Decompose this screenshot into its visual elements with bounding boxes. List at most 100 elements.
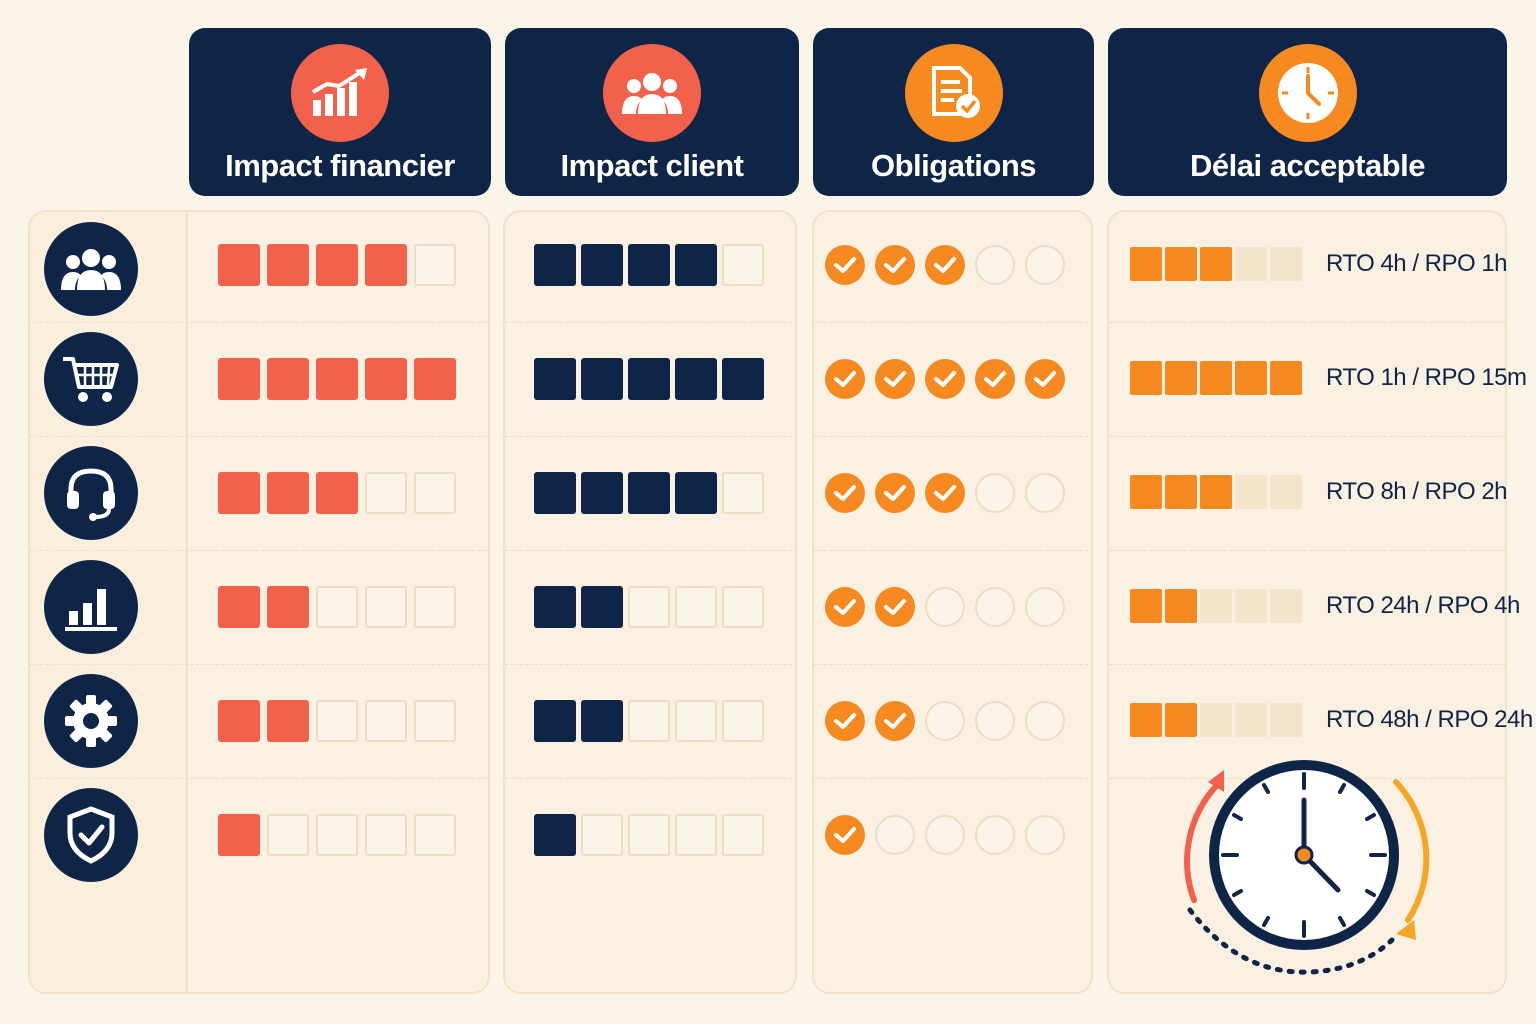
shopping-cart-icon xyxy=(44,332,138,426)
check-circle-icon xyxy=(875,359,915,399)
rto-rpo-label: RTO 48h / RPO 24h xyxy=(1326,706,1533,733)
row-divider xyxy=(30,436,490,437)
rating-square-financier xyxy=(267,244,309,286)
clock-icon xyxy=(1258,44,1357,142)
rating-square-client xyxy=(675,586,717,628)
header-title: Délai acceptable xyxy=(1190,148,1425,183)
rating-square-financier xyxy=(218,700,260,742)
time-bar-segment xyxy=(1235,361,1267,395)
empty-circle xyxy=(1025,245,1065,285)
time-bar-segment xyxy=(1200,247,1232,281)
rating-square-financier xyxy=(267,472,309,514)
rating-square-client xyxy=(722,358,764,400)
rating-square-financier xyxy=(414,814,456,856)
rto-rpo-label: RTO 4h / RPO 1h xyxy=(1326,250,1508,277)
row-divider xyxy=(1109,322,1507,323)
check-circle-icon xyxy=(875,587,915,627)
rating-square-financier xyxy=(414,700,456,742)
time-bar-segment xyxy=(1270,247,1302,281)
rto-rpo-label: RTO 24h / RPO 4h xyxy=(1326,592,1520,619)
rating-square-financier xyxy=(316,244,358,286)
header-impact-financier: Impact financier xyxy=(189,28,491,196)
rating-square-client xyxy=(675,472,717,514)
time-bar-segment xyxy=(1165,247,1197,281)
bar-chart-icon xyxy=(44,560,138,654)
rating-square-client xyxy=(722,700,764,742)
rating-square-client xyxy=(534,244,576,286)
check-circle-icon xyxy=(925,473,965,513)
row-divider xyxy=(505,664,797,665)
rating-square-financier xyxy=(365,472,407,514)
check-circle-icon xyxy=(1025,359,1065,399)
empty-circle xyxy=(1025,587,1065,627)
rating-square-client xyxy=(628,700,670,742)
row-divider xyxy=(505,778,797,779)
row-divider xyxy=(814,322,1093,323)
empty-circle xyxy=(975,245,1015,285)
rating-square-financier xyxy=(414,472,456,514)
row-divider xyxy=(30,664,490,665)
empty-circle xyxy=(1025,815,1065,855)
rating-square-financier xyxy=(414,586,456,628)
time-bar-segment xyxy=(1270,703,1302,737)
empty-circle xyxy=(975,701,1015,741)
rating-square-client xyxy=(581,586,623,628)
time-bar-segment xyxy=(1130,475,1162,509)
rating-square-client xyxy=(534,472,576,514)
row-divider xyxy=(814,778,1093,779)
rating-square-financier xyxy=(316,472,358,514)
rating-square-financier xyxy=(267,700,309,742)
rotating-clock-icon xyxy=(1184,760,1430,975)
empty-circle xyxy=(925,815,965,855)
rating-square-financier xyxy=(267,586,309,628)
users-group-icon xyxy=(603,44,701,142)
rating-square-client xyxy=(534,358,576,400)
empty-circle xyxy=(925,587,965,627)
row-divider xyxy=(505,550,797,551)
rating-square-financier xyxy=(218,358,260,400)
header-obligations: Obligations xyxy=(813,28,1094,196)
rating-square-financier xyxy=(267,814,309,856)
check-circle-icon xyxy=(925,245,965,285)
row-divider xyxy=(814,550,1093,551)
empty-circle xyxy=(1025,701,1065,741)
shield-check-icon xyxy=(44,788,138,882)
time-bar-segment xyxy=(1270,589,1302,623)
check-circle-icon xyxy=(825,359,865,399)
time-bar-segment xyxy=(1200,361,1232,395)
users-group-icon xyxy=(44,222,138,316)
time-bar-segment xyxy=(1270,475,1302,509)
rating-square-client xyxy=(581,472,623,514)
rating-square-financier xyxy=(218,586,260,628)
row-divider xyxy=(505,322,797,323)
check-circle-icon xyxy=(825,587,865,627)
rating-square-client xyxy=(722,586,764,628)
rating-square-financier xyxy=(365,814,407,856)
growth-chart-icon xyxy=(291,44,389,142)
check-circle-icon xyxy=(825,815,865,855)
headset-icon xyxy=(44,446,138,540)
header-impact-client: Impact client xyxy=(505,28,799,196)
rating-square-financier xyxy=(218,244,260,286)
row-divider xyxy=(30,322,490,323)
gear-icon xyxy=(44,674,138,768)
rating-square-client xyxy=(628,814,670,856)
empty-circle xyxy=(975,473,1015,513)
rating-square-financier xyxy=(365,700,407,742)
rating-square-client xyxy=(534,700,576,742)
check-circle-icon xyxy=(825,701,865,741)
time-bar-segment xyxy=(1200,589,1232,623)
rating-square-financier xyxy=(267,358,309,400)
row-divider xyxy=(505,436,797,437)
rto-rpo-label: RTO 8h / RPO 2h xyxy=(1326,478,1508,505)
row-divider xyxy=(30,778,490,779)
rating-square-financier xyxy=(218,814,260,856)
header-delai-acceptable: Délai acceptable xyxy=(1108,28,1507,196)
header-title: Impact client xyxy=(560,148,745,183)
rating-square-client xyxy=(581,244,623,286)
time-bar-segment xyxy=(1130,589,1162,623)
rating-square-financier xyxy=(365,586,407,628)
time-bar-segment xyxy=(1235,703,1267,737)
empty-circle xyxy=(975,815,1015,855)
rating-square-client xyxy=(722,814,764,856)
